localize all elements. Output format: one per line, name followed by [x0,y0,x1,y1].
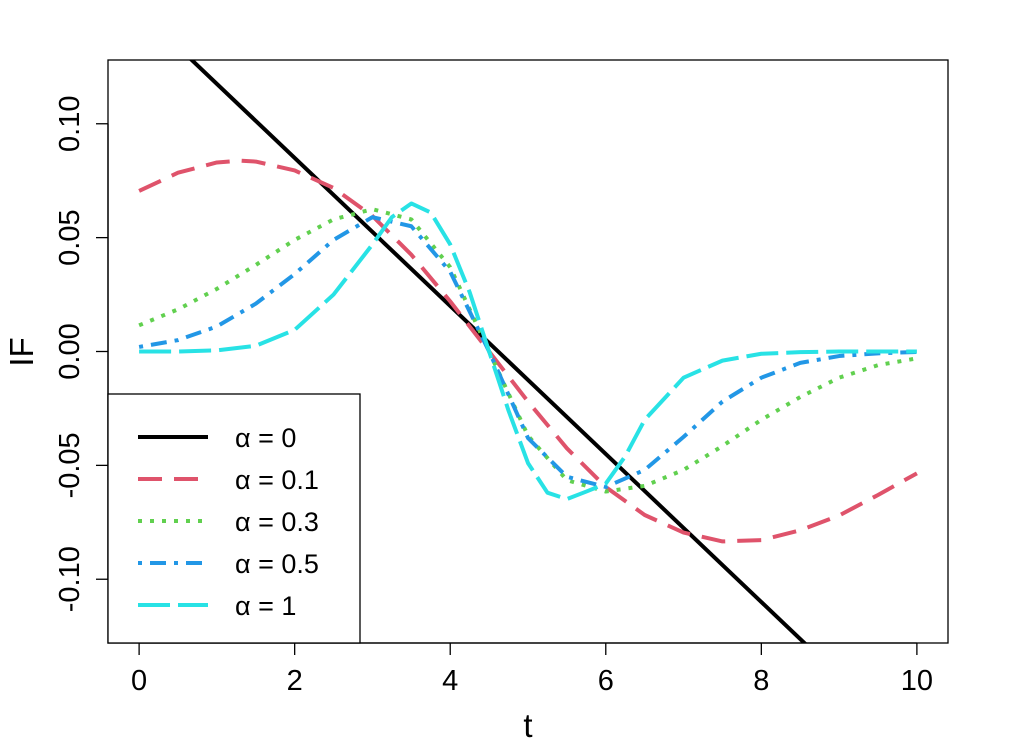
x-tick-label: 6 [598,665,614,697]
x-tick-label: 2 [287,665,303,697]
y-tick-label: 0.00 [54,323,86,379]
legend-label-1: α = 0.1 [235,465,319,495]
y-tick-label: -0.10 [54,546,86,612]
y-axis-label: IF [3,337,40,366]
series-line-1 [138,158,918,544]
x-tick-label: 0 [131,665,147,697]
x-tick-label: 8 [753,665,769,697]
series-layer [138,60,918,643]
y-tick-label: -0.05 [54,432,86,498]
legend-label-4: α = 1 [235,591,296,621]
x-axis: 0 2 4 6 8 10 [131,642,933,697]
legend-label-3: α = 0.5 [235,549,319,579]
series-line-0 [188,60,808,643]
y-tick-label: 0.05 [54,209,86,265]
y-axis: -0.10 -0.05 0.00 0.05 0.10 [54,96,109,612]
x-tick-label: 4 [442,665,458,697]
legend: α = 0 α = 0.1 α = 0.3 α = 0.5 α = 1 [107,393,361,644]
series-line-2 [138,207,918,494]
y-tick-label: 0.10 [54,96,86,152]
legend-label-2: α = 0.3 [235,507,319,537]
x-axis-label: t [523,707,532,744]
series-line-3 [138,215,917,489]
legend-label-0: α = 0 [235,423,296,453]
x-tick-label: 10 [901,665,933,697]
series-line-4 [139,201,917,502]
